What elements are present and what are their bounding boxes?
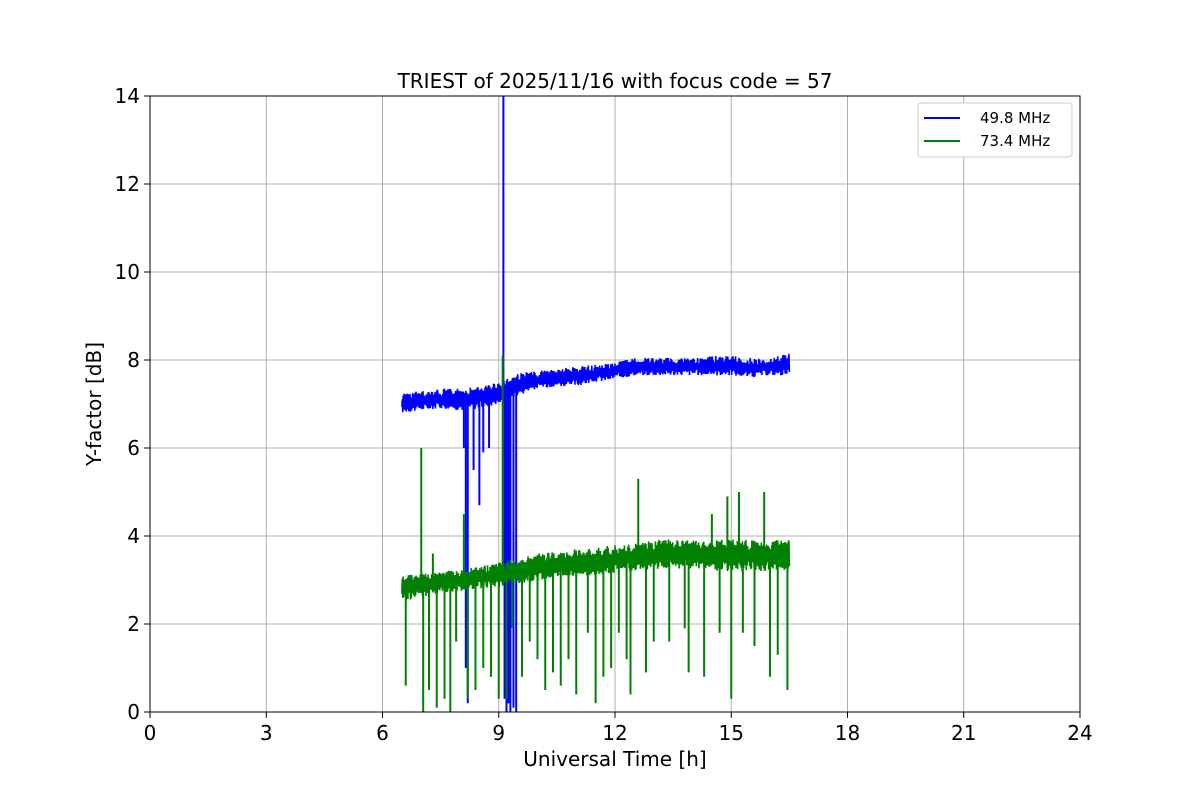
y-tick-label: 4 <box>127 524 140 548</box>
plot-area <box>401 96 791 712</box>
x-tick-label: 0 <box>144 721 157 745</box>
chart-title: TRIEST of 2025/11/16 with focus code = 5… <box>397 69 833 93</box>
series-0 <box>401 96 791 712</box>
y-tick-label: 2 <box>127 612 140 636</box>
x-tick-label: 3 <box>260 721 273 745</box>
y-tick-label: 10 <box>115 260 140 284</box>
y-tick-label: 8 <box>127 348 140 372</box>
legend-label: 49.8 MHz <box>980 109 1050 127</box>
x-tick-label: 9 <box>492 721 505 745</box>
y-tick-label: 12 <box>115 172 140 196</box>
legend: 49.8 MHz 73.4 MHz <box>917 102 1073 158</box>
x-tick-label: 21 <box>951 721 976 745</box>
series-1 <box>401 355 791 712</box>
x-tick-label: 24 <box>1067 721 1092 745</box>
x-tick-label: 18 <box>835 721 860 745</box>
y-tick-label: 0 <box>127 700 140 724</box>
legend-label: 73.4 MHz <box>980 132 1050 150</box>
y-axis-label: Y-factor [dB] <box>82 342 106 467</box>
legend-box <box>917 102 1073 158</box>
x-tick-label: 6 <box>376 721 389 745</box>
x-axis-label: Universal Time [h] <box>523 747 706 771</box>
y-tick-label: 14 <box>115 84 140 108</box>
x-tick-label: 15 <box>719 721 744 745</box>
y-tick-label: 6 <box>127 436 140 460</box>
x-tick-label: 12 <box>602 721 627 745</box>
